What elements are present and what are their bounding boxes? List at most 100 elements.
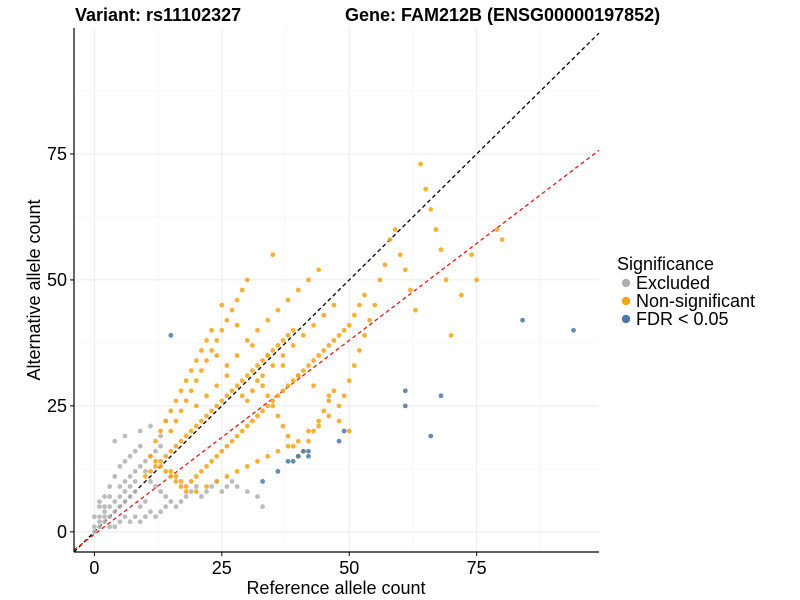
point-non-significant (285, 433, 291, 439)
point-non-significant (204, 413, 209, 419)
point-non-significant (219, 398, 225, 404)
point-fdr-0-05 (260, 479, 265, 484)
point-non-significant (280, 363, 286, 368)
point-excluded (158, 443, 164, 449)
point-fdr-0-05 (168, 332, 174, 338)
point-non-significant (148, 468, 153, 474)
point-excluded (132, 514, 138, 520)
point-excluded (102, 514, 107, 520)
point-non-significant (270, 403, 276, 409)
point-non-significant (204, 358, 209, 363)
point-non-significant (372, 302, 378, 308)
point-non-significant (163, 468, 169, 474)
point-non-significant (178, 408, 184, 414)
point-non-significant (311, 383, 316, 389)
point-fdr-0-05 (402, 403, 408, 409)
point-non-significant (290, 443, 296, 449)
point-non-significant (280, 337, 286, 343)
point-fdr-0-05 (306, 453, 311, 459)
point-excluded (117, 484, 123, 489)
point-non-significant (428, 206, 434, 212)
point-non-significant (234, 353, 240, 358)
point-non-significant (199, 368, 204, 374)
point-non-significant (265, 453, 271, 459)
point-excluded (91, 524, 97, 530)
point-non-significant (234, 297, 240, 303)
point-non-significant (214, 403, 220, 409)
point-excluded (204, 489, 209, 494)
point-non-significant (300, 368, 306, 374)
point-non-significant (224, 317, 230, 323)
point-non-significant (321, 312, 327, 318)
point-non-significant (255, 327, 260, 333)
point-non-significant (199, 348, 204, 353)
point-excluded (158, 509, 164, 515)
point-excluded (132, 468, 138, 474)
point-non-significant (183, 433, 189, 439)
point-non-significant (209, 458, 215, 464)
point-excluded (107, 514, 113, 520)
point-non-significant (142, 474, 148, 479)
point-non-significant (418, 161, 424, 167)
legend-key-excluded (621, 278, 631, 288)
point-excluded (142, 499, 148, 505)
point-non-significant (260, 373, 265, 379)
point-non-significant (168, 468, 174, 474)
point-excluded (122, 514, 128, 520)
y-axis-title: Alternative allele count (24, 199, 44, 380)
point-non-significant (270, 363, 276, 368)
point-excluded (137, 519, 143, 525)
point-fdr-0-05 (295, 453, 301, 459)
data-points (91, 161, 576, 535)
point-non-significant (326, 343, 332, 348)
point-non-significant (285, 332, 291, 338)
point-excluded (178, 499, 184, 505)
point-non-significant (306, 363, 311, 368)
point-non-significant (193, 403, 199, 409)
point-non-significant (438, 247, 444, 253)
point-non-significant (357, 348, 362, 353)
point-excluded (132, 479, 138, 484)
point-non-significant (229, 438, 235, 444)
point-non-significant (153, 438, 158, 444)
point-non-significant (397, 252, 403, 258)
point-non-significant (219, 327, 225, 333)
point-excluded (127, 494, 133, 499)
point-non-significant (204, 484, 209, 489)
point-non-significant (234, 433, 240, 439)
point-non-significant (178, 484, 184, 489)
point-non-significant (224, 373, 230, 379)
point-excluded (224, 484, 230, 489)
point-excluded (153, 448, 158, 454)
point-fdr-0-05 (290, 458, 296, 464)
point-non-significant (193, 358, 199, 363)
point-non-significant (234, 383, 240, 389)
point-non-significant (321, 348, 327, 353)
point-non-significant (224, 363, 230, 368)
point-non-significant (260, 383, 265, 389)
point-excluded (148, 479, 153, 484)
point-non-significant (178, 438, 184, 444)
point-non-significant (188, 479, 194, 484)
point-non-significant (469, 252, 474, 258)
point-excluded (107, 494, 113, 499)
point-excluded (127, 474, 133, 479)
point-non-significant (173, 443, 179, 449)
point-non-significant (239, 393, 245, 399)
point-non-significant (331, 302, 337, 308)
point-non-significant (362, 332, 367, 338)
y-tick-label: 0 (57, 522, 67, 542)
point-non-significant (295, 287, 301, 293)
point-excluded (107, 524, 113, 530)
point-excluded (117, 494, 123, 499)
point-non-significant (387, 237, 393, 243)
point-non-significant (255, 378, 260, 384)
x-tick-label: 75 (467, 558, 487, 578)
point-non-significant (249, 388, 255, 394)
point-fdr-0-05 (571, 327, 576, 333)
point-non-significant (158, 458, 164, 464)
point-excluded (137, 428, 143, 434)
point-non-significant (168, 408, 174, 414)
point-fdr-0-05 (438, 393, 444, 399)
